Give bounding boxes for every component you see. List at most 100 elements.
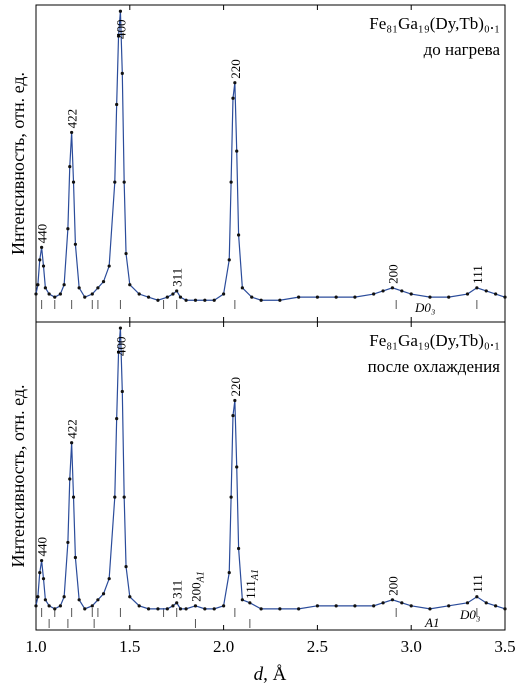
peak-label-text: 440	[35, 537, 50, 557]
data-point	[334, 295, 338, 299]
data-point	[381, 289, 385, 293]
data-point	[120, 389, 124, 394]
data-point	[34, 604, 38, 608]
reference-name: D0₃	[459, 607, 480, 622]
reference-name: D0₃	[414, 300, 435, 315]
data-point	[73, 555, 77, 560]
data-point	[116, 350, 121, 354]
data-point	[178, 607, 183, 611]
x-axis-label: d, Å	[254, 664, 287, 685]
data-point	[146, 295, 151, 299]
peak-label-text: 440	[35, 224, 50, 244]
data-point	[156, 607, 160, 611]
panel-subtitle: до нагрева	[424, 40, 501, 59]
data-point	[122, 495, 126, 499]
peak-label-text: 111	[470, 574, 485, 593]
peak-label-text: 311	[170, 580, 185, 599]
data-point	[124, 252, 128, 256]
data-point	[237, 233, 241, 237]
data-point	[71, 180, 76, 184]
data-point	[115, 417, 119, 421]
data-point	[118, 326, 123, 330]
peak-label: 220	[228, 59, 243, 79]
peak-label-text: 311	[170, 268, 185, 287]
data-point	[315, 604, 319, 608]
x-axis-unit: , Å	[263, 664, 287, 685]
data-point	[36, 595, 40, 599]
data-point	[41, 264, 46, 268]
data-point	[122, 180, 126, 184]
data-point	[503, 295, 507, 299]
peak-label-sub: A1	[195, 571, 206, 583]
data-point	[101, 279, 106, 284]
data-point	[409, 292, 413, 296]
data-point	[203, 298, 207, 302]
data-point	[66, 540, 70, 545]
data-point	[233, 81, 237, 85]
data-point	[175, 601, 179, 605]
data-point	[227, 571, 231, 575]
data-point	[40, 558, 44, 563]
data-point	[235, 149, 239, 153]
data-point	[465, 601, 470, 605]
x-tick-label: 3.0	[401, 637, 422, 656]
data-point	[165, 295, 169, 299]
data-point	[146, 607, 151, 611]
x-tick-label: 3.5	[494, 637, 515, 656]
peak-label: 200A1	[188, 571, 206, 602]
x-axis-var: d	[254, 664, 264, 685]
data-point	[227, 258, 231, 262]
peak-label-sub: A1	[250, 569, 261, 581]
data-point	[184, 607, 188, 611]
data-point	[229, 180, 233, 184]
data-point	[503, 607, 507, 611]
data-point	[113, 495, 117, 499]
data-point	[34, 292, 38, 296]
data-point	[120, 71, 124, 75]
data-point	[137, 604, 141, 608]
reference-name: A1	[424, 615, 439, 630]
data-point	[90, 604, 94, 608]
peak-label-text: 220	[228, 377, 243, 397]
peak-label: 422	[65, 419, 80, 439]
data-point	[465, 292, 470, 296]
data-point	[43, 598, 47, 602]
peak-label: 200	[385, 576, 400, 596]
data-point	[107, 264, 111, 268]
data-point	[38, 258, 42, 262]
data-point	[115, 102, 119, 107]
peak-label: 440	[35, 537, 50, 557]
data-point	[62, 283, 66, 287]
data-point	[222, 292, 226, 296]
data-point	[113, 180, 117, 184]
peak-label-text: 422	[65, 419, 80, 439]
peak-label: 311	[170, 268, 185, 287]
x-tick-label: 1.5	[119, 637, 140, 656]
data-point	[83, 607, 87, 611]
y-axis-label: Интенсивность, отн. ед.	[8, 72, 28, 255]
data-point	[77, 286, 81, 290]
peak-label: 311	[170, 580, 185, 599]
data-point	[494, 604, 498, 608]
peak-label: 111	[470, 265, 485, 284]
data-point	[484, 601, 488, 605]
data-point	[128, 283, 132, 287]
data-point	[259, 298, 263, 302]
data-point	[233, 398, 237, 403]
data-point	[447, 604, 451, 608]
data-point	[165, 607, 169, 611]
data-point	[70, 441, 74, 445]
peak-label: 220	[228, 377, 243, 397]
data-point	[175, 289, 179, 293]
data-point	[212, 607, 216, 611]
data-point	[71, 495, 76, 499]
peak-label-text: 200	[385, 576, 400, 596]
data-point	[58, 292, 62, 296]
data-point	[116, 34, 121, 38]
data-point	[237, 546, 241, 551]
peak-label: 400	[113, 337, 128, 357]
data-point	[90, 292, 94, 296]
data-point	[203, 607, 207, 611]
data-point	[353, 295, 357, 299]
